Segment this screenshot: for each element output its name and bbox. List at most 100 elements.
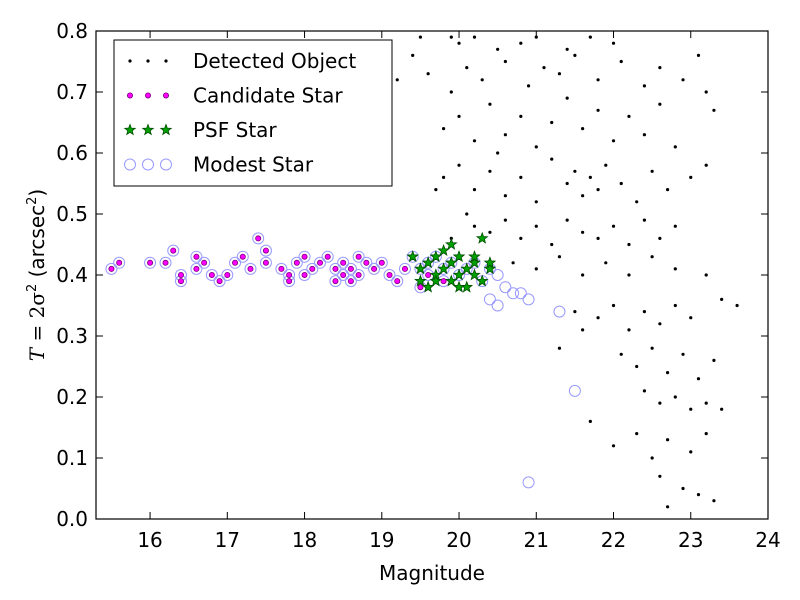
modest-star-point [514, 287, 527, 300]
legend-label-psf-star: PSF Star [193, 118, 277, 142]
candidate-star-point [147, 259, 154, 266]
psf-star-point [468, 268, 481, 281]
modest-star-point [105, 262, 118, 275]
y-axis-title-unit: (arcsec [25, 205, 49, 284]
axis-ticks [96, 30, 769, 520]
detected-object-point [503, 218, 507, 222]
detected-object-point [411, 53, 415, 58]
detected-object-point [627, 114, 631, 118]
psf-star-point [444, 274, 458, 287]
detected-object-point [627, 242, 631, 247]
detected-object-point [457, 163, 461, 167]
candidate-star-point [316, 259, 323, 266]
candidate-star-point [355, 271, 362, 278]
detected-object-point [604, 261, 608, 265]
psf-star-point [414, 274, 427, 287]
detected-object-point [627, 273, 631, 277]
psf-star-point [483, 262, 497, 275]
psf-star-point [421, 256, 435, 269]
modest-star-point [368, 262, 381, 275]
detected-object-point [465, 66, 469, 70]
x-tick-label: 20 [446, 528, 471, 552]
detected-object-point [395, 78, 399, 82]
modest-star-point [259, 256, 272, 269]
candidate-star-point [394, 278, 401, 285]
detected-object-point [696, 493, 701, 497]
detected-object-point [673, 303, 677, 308]
candidate-star-point [177, 278, 184, 285]
detected-object-point [472, 139, 477, 143]
detected-object-point [658, 66, 662, 70]
candidate-star-point [386, 271, 393, 278]
detected-object-point [596, 236, 600, 240]
y-tick-label: 0.2 [56, 385, 88, 409]
psf-star-point [437, 262, 450, 275]
detected-object-point [735, 303, 739, 308]
legend-label-candidate-star: Candidate Star [193, 84, 343, 108]
detected-object-point [441, 127, 446, 131]
detected-object-point [704, 401, 708, 405]
detected-object-point [573, 310, 577, 314]
modest-star-point [352, 250, 365, 263]
legend: Detected Object Candidate Star PSF Star Mod… [113, 39, 393, 187]
psf-star-point [460, 262, 474, 275]
y-tick-label: 0.3 [56, 324, 88, 348]
candidate-star-point [417, 284, 424, 291]
candidate-star-point [332, 278, 339, 285]
detected-object-point [673, 145, 677, 149]
detected-object-point [434, 188, 438, 192]
x-axis-title: Magnitude [379, 561, 485, 585]
detected-object-point [496, 151, 500, 155]
detected-object-point [519, 175, 523, 179]
detected-object-point [472, 35, 477, 39]
candidate-star-point [286, 271, 293, 278]
legend-marker-detected-object [164, 59, 168, 63]
modest-star-point [229, 256, 242, 269]
detected-object-point [611, 139, 616, 143]
x-tick-labels: 16 17 18 19 20 21 22 23 24 [137, 528, 780, 552]
modest-star-point [483, 293, 496, 306]
detected-object-point [689, 450, 693, 454]
detected-object-point [550, 120, 554, 125]
detected-object-point [472, 224, 477, 228]
modest-star-point [499, 281, 512, 294]
y-tick-label: 0.5 [56, 202, 88, 226]
legend-marker-candidate-star [127, 92, 134, 99]
detected-object-point [534, 145, 538, 149]
detected-object-point [581, 194, 585, 198]
y-tick-label: 0.0 [56, 507, 88, 531]
candidate-star-point [401, 265, 408, 272]
candidate-star-point [347, 265, 354, 272]
candidate-star-point [216, 278, 223, 285]
modest-star-point [190, 250, 203, 263]
detected-object-point [689, 316, 693, 320]
detected-object-point [511, 261, 515, 265]
legend-marker-candidate-star [144, 92, 151, 99]
detected-object-point [596, 316, 600, 320]
modest-star-point [321, 250, 334, 263]
modest-star-point [383, 269, 396, 281]
modest-star-point [244, 262, 257, 275]
detected-object-point [635, 200, 639, 204]
detected-object-point [581, 273, 585, 277]
modest-star-point [375, 256, 388, 269]
detected-object-point [658, 474, 662, 478]
candidate-star-point [208, 271, 215, 278]
detected-object-point [488, 230, 492, 234]
candidate-star-point [108, 265, 115, 272]
modest-star-point [213, 275, 226, 288]
modest-star-point [522, 293, 535, 306]
detected-object-point [696, 377, 701, 381]
detected-object-point [642, 389, 647, 393]
detected-object-point [503, 133, 507, 137]
detected-object-point [619, 181, 623, 186]
candidate-star-point [347, 278, 354, 285]
detected-object-point [604, 163, 608, 167]
modest-star-point [144, 256, 157, 269]
y-axis-title-sup2: 2 [25, 197, 40, 205]
psf-star-point [421, 280, 435, 293]
detected-object-point [658, 236, 662, 240]
detected-object-point [611, 444, 616, 448]
detected-object-point [619, 59, 623, 64]
modest-star-point [553, 305, 566, 318]
